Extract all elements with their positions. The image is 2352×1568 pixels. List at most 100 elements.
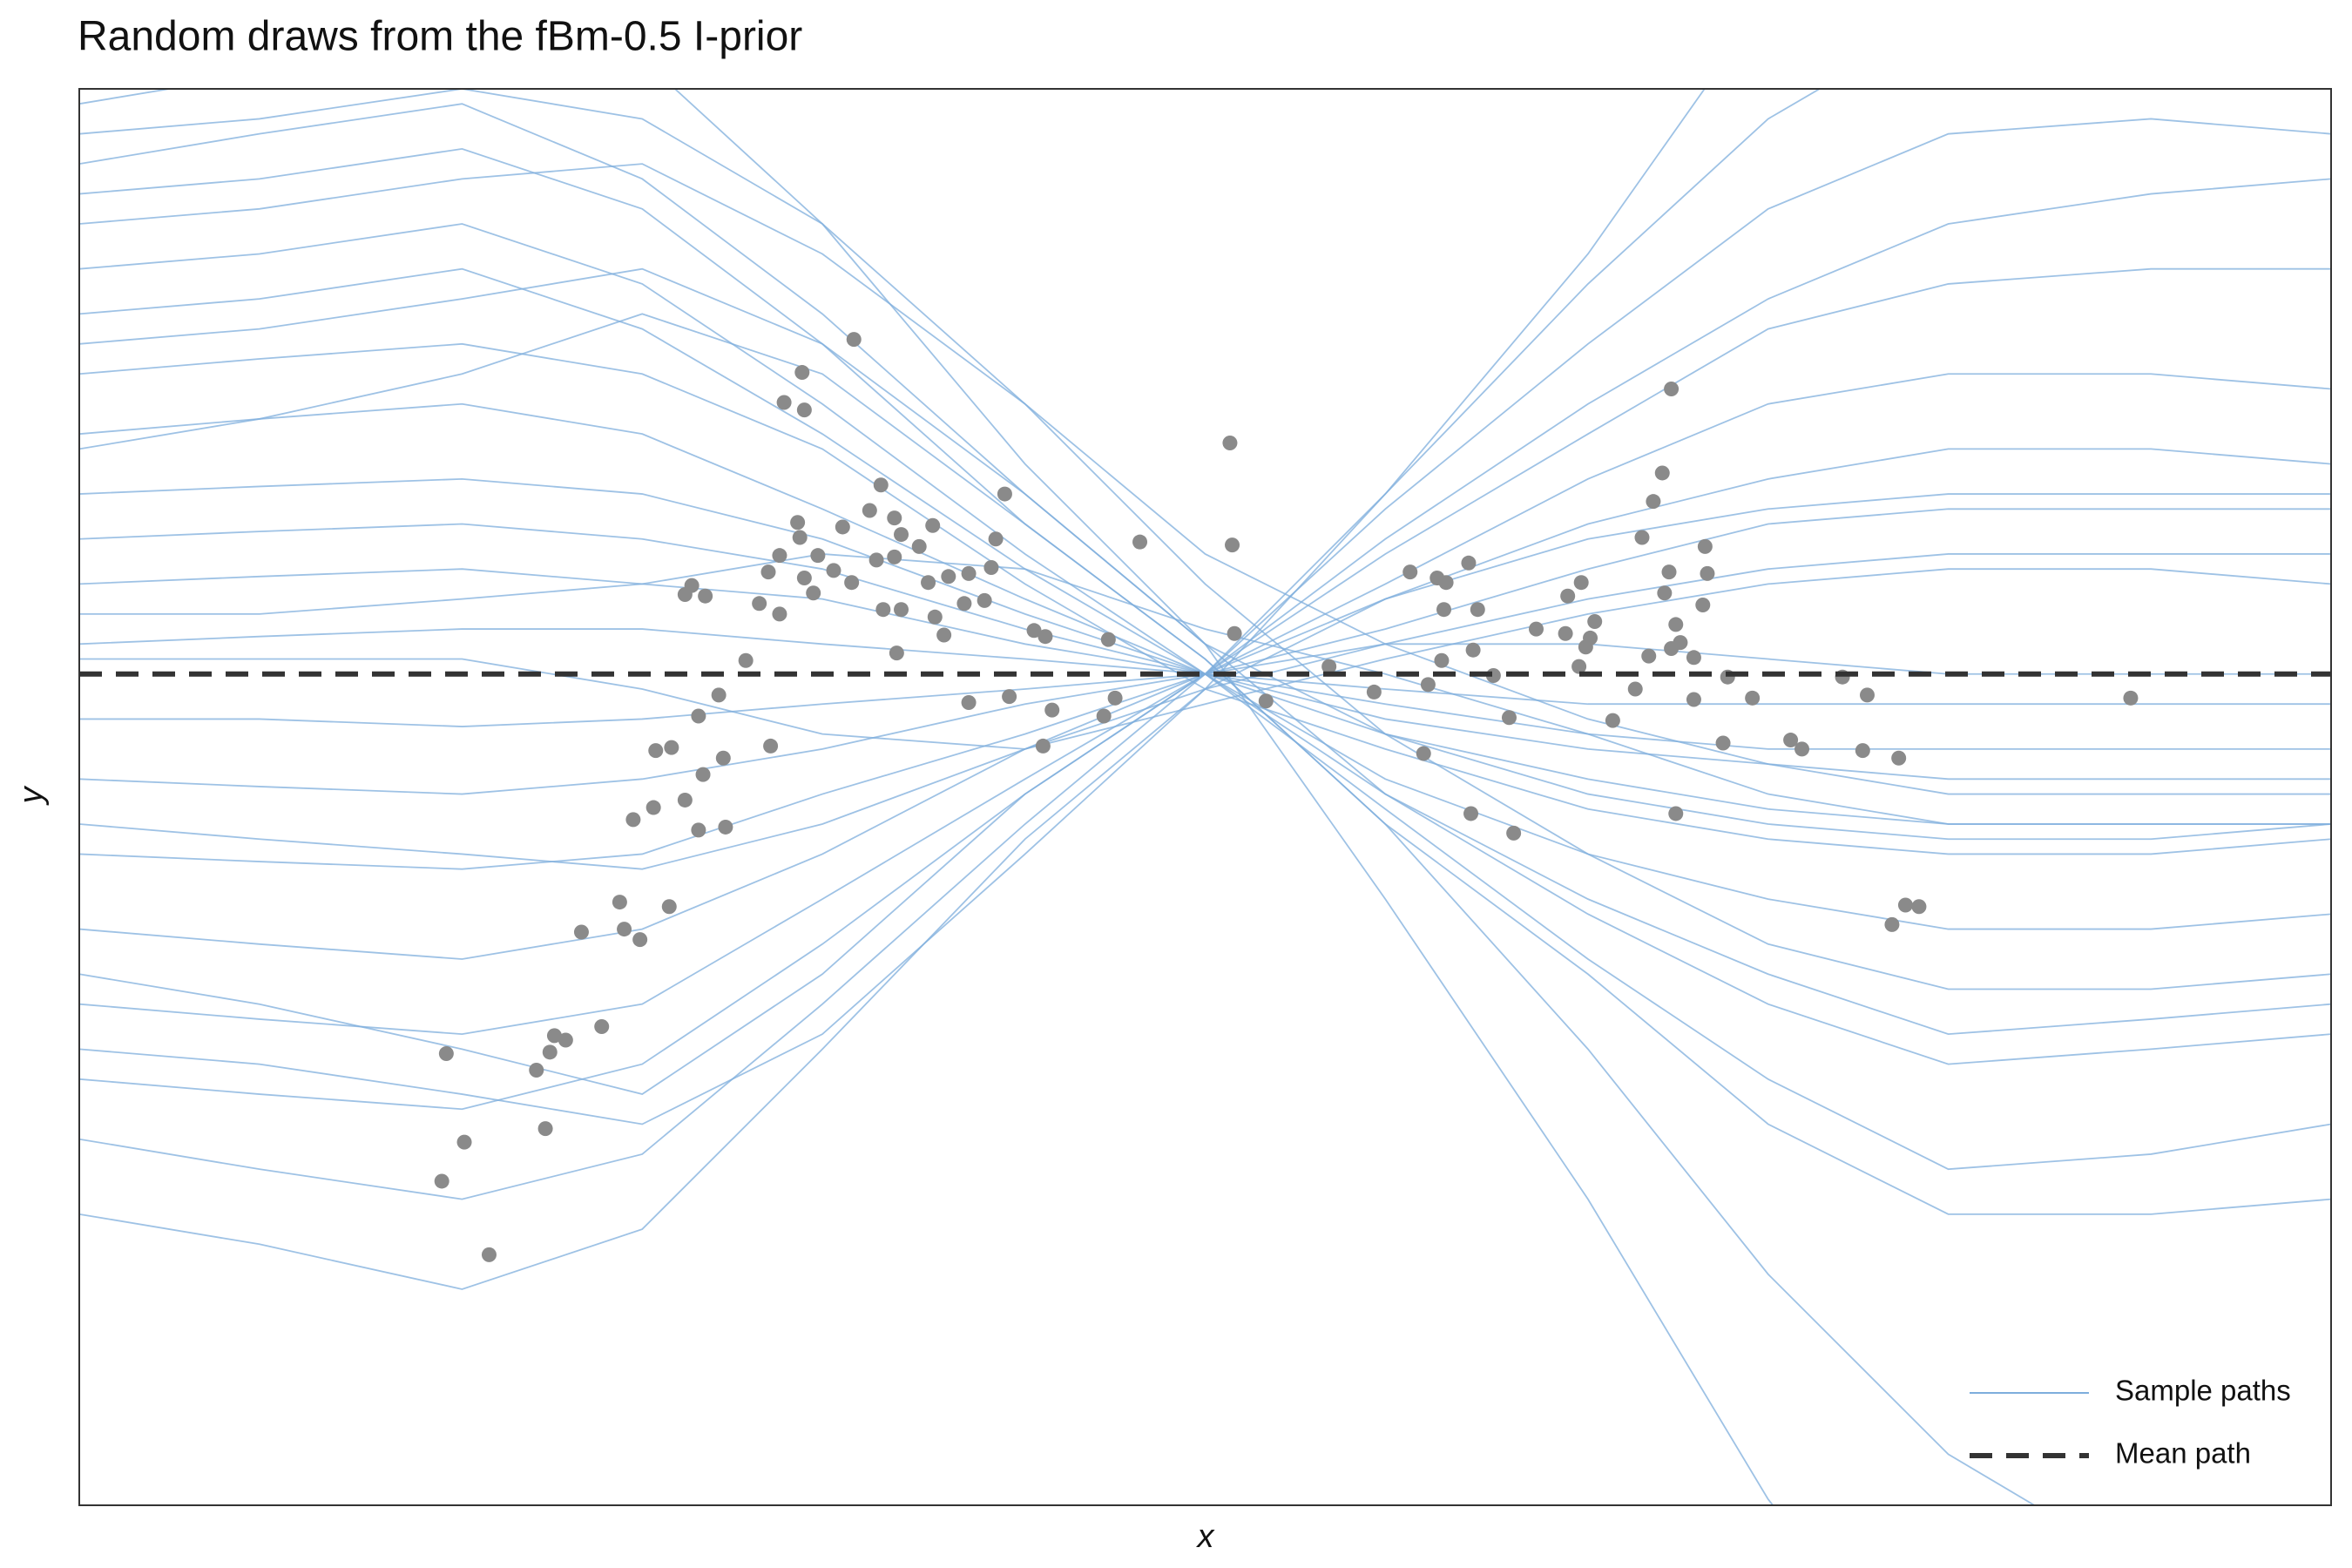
data-point xyxy=(911,538,927,554)
data-point xyxy=(846,332,862,348)
data-point xyxy=(844,575,860,591)
data-point xyxy=(752,596,767,612)
data-point xyxy=(1573,575,1589,591)
data-point xyxy=(1697,538,1713,554)
data-point xyxy=(925,517,941,533)
data-point xyxy=(1794,741,1810,757)
data-point xyxy=(794,365,810,381)
data-point xyxy=(1587,613,1603,629)
data-point xyxy=(718,819,733,835)
data-point xyxy=(1646,494,1661,510)
data-point xyxy=(1884,916,1900,932)
data-point xyxy=(738,652,754,668)
data-point xyxy=(796,402,812,418)
data-point xyxy=(695,767,711,782)
data-point xyxy=(1420,677,1436,693)
data-point xyxy=(1434,652,1450,668)
y-axis-label: y xyxy=(13,786,50,807)
data-point xyxy=(887,510,902,526)
data-point xyxy=(648,743,664,759)
legend-label: Mean path xyxy=(2115,1437,2251,1470)
sample-path xyxy=(79,163,2331,795)
data-point xyxy=(632,932,648,948)
data-point xyxy=(542,1044,558,1060)
data-point xyxy=(988,531,1004,547)
data-point xyxy=(573,924,589,940)
legend-label: Sample paths xyxy=(2115,1375,2291,1407)
data-point xyxy=(1227,625,1242,641)
data-point xyxy=(1107,690,1123,706)
data-point xyxy=(1560,588,1576,604)
data-point xyxy=(1783,733,1799,748)
data-point xyxy=(558,1032,573,1048)
data-point xyxy=(1897,897,1913,913)
data-point xyxy=(862,503,877,518)
data-point xyxy=(1578,639,1593,655)
data-point xyxy=(1002,689,1017,705)
data-point xyxy=(661,899,677,915)
data-point xyxy=(810,548,826,564)
data-point xyxy=(594,1019,610,1035)
data-point xyxy=(1026,623,1042,639)
sample-path xyxy=(79,267,2331,841)
data-point xyxy=(617,922,632,937)
data-point xyxy=(612,895,627,910)
data-point xyxy=(1222,436,1238,450)
data-point xyxy=(961,565,977,581)
data-point xyxy=(894,602,909,618)
data-point xyxy=(2123,690,2139,706)
data-point xyxy=(941,569,956,585)
data-point xyxy=(1438,575,1454,591)
data-point xyxy=(1641,648,1657,664)
data-point xyxy=(1100,632,1116,647)
data-point xyxy=(1463,806,1479,821)
data-point xyxy=(1258,693,1274,709)
data-point xyxy=(1745,690,1761,706)
data-point xyxy=(894,527,909,543)
data-point xyxy=(1096,708,1112,724)
data-point xyxy=(997,486,1012,502)
data-point xyxy=(956,596,972,612)
data-point xyxy=(1436,602,1452,618)
data-point xyxy=(438,1046,454,1062)
data-point xyxy=(1225,537,1240,553)
data-point xyxy=(1855,743,1870,759)
sample-path xyxy=(79,568,2331,750)
data-point xyxy=(1037,629,1053,645)
data-point xyxy=(546,1028,562,1044)
data-point xyxy=(1528,621,1544,637)
data-point xyxy=(645,800,661,815)
data-point xyxy=(776,395,792,410)
data-point xyxy=(1891,750,1907,766)
legend: Sample paths Mean path xyxy=(1970,1375,2291,1470)
data-point xyxy=(481,1247,497,1262)
data-point xyxy=(1627,681,1643,697)
data-point xyxy=(826,563,841,578)
data-point xyxy=(887,549,902,564)
data-point xyxy=(835,519,850,535)
data-point xyxy=(927,609,943,625)
data-point xyxy=(625,812,641,828)
data-point xyxy=(977,592,992,608)
data-point xyxy=(664,740,679,755)
data-point xyxy=(796,571,812,586)
data-point xyxy=(715,750,731,766)
data-point xyxy=(936,627,952,643)
data-point xyxy=(1035,738,1051,754)
data-point xyxy=(1686,650,1701,666)
data-point xyxy=(1044,702,1060,718)
data-point xyxy=(1695,598,1711,613)
data-point xyxy=(456,1134,472,1150)
data-point xyxy=(1686,692,1701,707)
data-point xyxy=(537,1121,553,1137)
data-point xyxy=(763,738,779,754)
data-point xyxy=(1634,530,1650,545)
data-point xyxy=(921,575,936,591)
x-axis-label: x xyxy=(1196,1518,1216,1555)
data-point xyxy=(1506,825,1522,841)
data-point xyxy=(806,585,821,601)
data-point xyxy=(1465,642,1481,658)
data-point xyxy=(691,708,706,724)
data-point xyxy=(889,645,904,661)
